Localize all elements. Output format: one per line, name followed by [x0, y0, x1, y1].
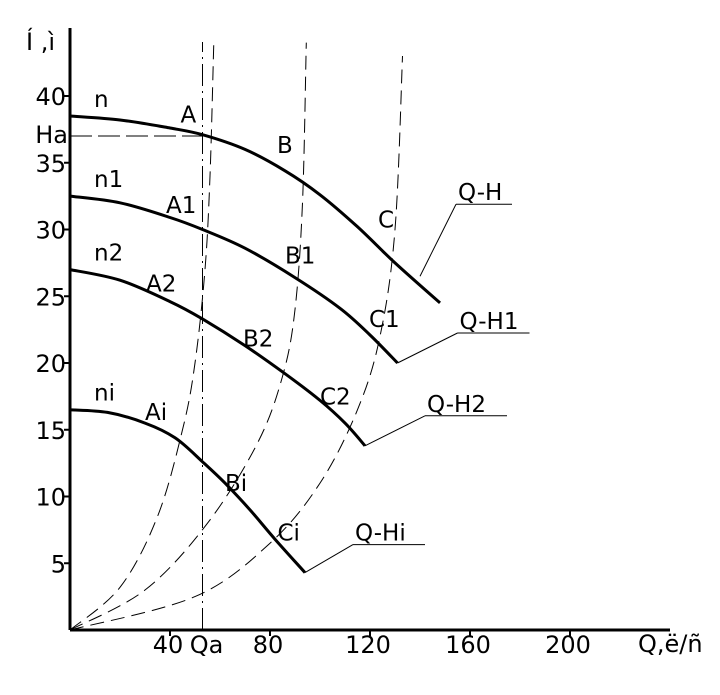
operating-point-label: B [277, 133, 293, 159]
ha-label: Ha [35, 121, 68, 149]
speed-label-ni: ni [94, 381, 115, 407]
y-tick-label: 20 [35, 350, 66, 378]
similarity-parabola-a [69, 42, 215, 631]
qh-curve-n1 [69, 194, 399, 365]
x-tick-label: 120 [345, 631, 391, 659]
similarity-parabola-b [69, 42, 307, 631]
reference-lines [70, 42, 203, 630]
ticks: 5 10 15 20 25 30 35 40 40 80 120 160 200 Qa Ha [35, 83, 591, 659]
operating-point-label: C1 [369, 307, 400, 333]
curve-name-n2: Q-H2 [427, 392, 486, 418]
operating-point-label: C [378, 208, 394, 234]
x-tick-label: 200 [545, 631, 591, 659]
operating-point-label: Bi [225, 471, 247, 497]
operating-point-label: A2 [146, 272, 176, 298]
qa-label: Qa [190, 631, 224, 659]
x-axis-title: Q,ё/ñ [638, 630, 703, 658]
x-tick-label: 80 [253, 631, 284, 659]
y-tick-label: 5 [51, 550, 66, 578]
y-tick-label: 30 [35, 217, 66, 245]
y-tick-label: 10 [35, 484, 66, 512]
y-tick-label: 15 [35, 417, 66, 445]
x-tick-label: 160 [445, 631, 491, 659]
q-h-curves [69, 114, 441, 574]
curve-name-ni: Q-Hi [355, 521, 406, 547]
qh-curve-n [69, 114, 441, 305]
qh-curve-ni [69, 408, 307, 574]
curve-name-n: Q-H [458, 180, 502, 206]
y-axis-title: Í ,ì [26, 27, 55, 56]
y-tick-label: 35 [35, 150, 66, 178]
operating-point-label: A [181, 103, 197, 129]
operating-point-label: Ci [278, 521, 300, 547]
speed-label-n: n [94, 87, 109, 113]
operating-point-label: C2 [320, 384, 351, 410]
leader-line-ni [304, 544, 354, 574]
operating-point-label: A1 [166, 193, 196, 219]
leader-line-n1 [397, 332, 458, 364]
curve-labels: n A B C Q-H n1 A1 B1 C1 Q-H1 n2 A2 B2 C2 Q-H2 ni Ai Bi Ci Q… [94, 87, 530, 574]
speed-label-n2: n2 [94, 241, 123, 267]
qh-curve-n2 [69, 268, 367, 447]
leader-line-n2 [364, 415, 426, 447]
leader-line-n [419, 204, 457, 277]
operating-point-label: B2 [243, 326, 273, 352]
operating-point-label: Ai [145, 400, 167, 426]
similarity-parabola-c [69, 55, 403, 631]
speed-label-n1: n1 [94, 167, 123, 193]
similarity-parabolas [69, 42, 403, 631]
curve-name-n1: Q-H1 [460, 309, 519, 335]
x-tick-label: 40 [153, 631, 184, 659]
operating-point-label: B1 [285, 244, 315, 270]
y-tick-label: 25 [35, 283, 66, 311]
y-tick-label: 40 [35, 83, 66, 111]
